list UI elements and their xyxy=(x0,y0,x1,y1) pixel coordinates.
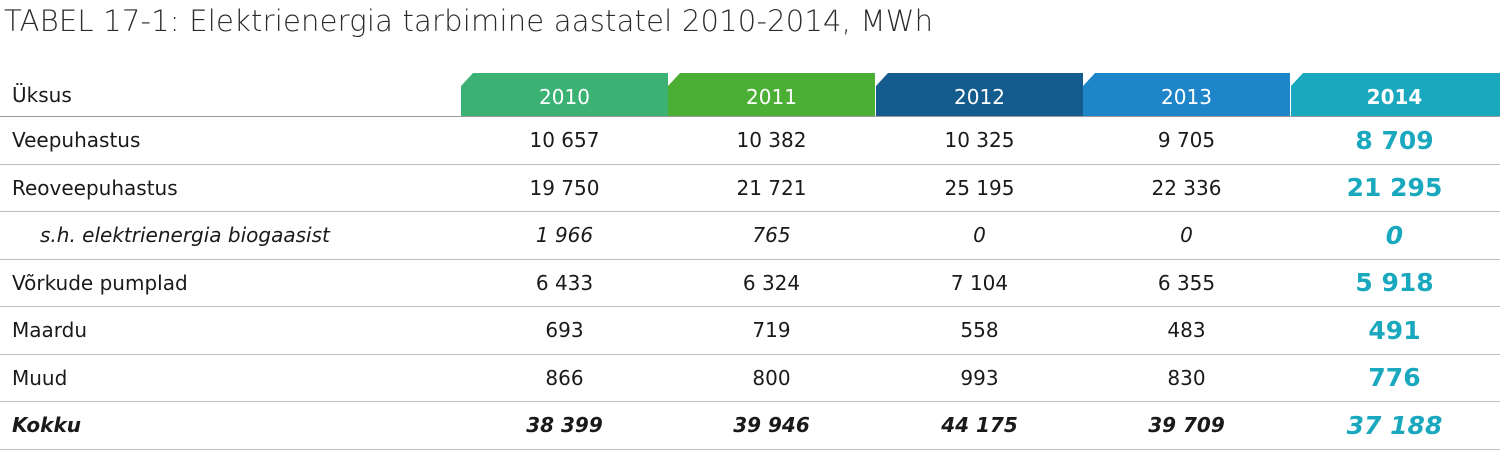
value-cell: 693 xyxy=(545,318,584,343)
year-header-2010: 2010 xyxy=(461,73,668,116)
value-cell-highlight: 5 918 xyxy=(1355,268,1434,298)
year-label: 2012 xyxy=(954,84,1005,109)
value-cell: 39 709 xyxy=(1148,413,1225,438)
table-row-maardu: Maardu 693 719 558 483 491 xyxy=(0,307,1500,355)
value-cell: 0 xyxy=(1180,223,1193,248)
table-row-kokku: Kokku 38 399 39 946 44 175 39 709 37 188 xyxy=(0,402,1500,450)
row-label-total: Kokku xyxy=(12,413,81,438)
year-label: 2011 xyxy=(746,84,797,109)
value-cell-highlight: 491 xyxy=(1368,315,1421,345)
year-header-2012: 2012 xyxy=(876,73,1083,116)
value-cell: 22 336 xyxy=(1151,175,1222,200)
value-cell: 10 657 xyxy=(529,128,600,153)
table-row-veepuhastus: Veepuhastus 10 657 10 382 10 325 9 705 8… xyxy=(0,117,1500,165)
table-row-biogaas: s.h. elektrienergia biogaasist 1 966 765… xyxy=(0,212,1500,260)
value-cell: 19 750 xyxy=(529,175,600,200)
value-cell: 39 946 xyxy=(733,413,810,438)
value-cell: 10 325 xyxy=(944,128,1015,153)
page-title: TABEL 17-1: Elektrienergia tarbimine aas… xyxy=(4,4,934,38)
year-header-tab-shape xyxy=(461,73,668,116)
row-label-sub: s.h. elektrienergia biogaasist xyxy=(40,223,330,248)
value-cell: 866 xyxy=(545,365,584,390)
value-cell: 6 355 xyxy=(1157,270,1216,295)
table-header-row: Üksus 2010 2011 2012 2013 2014 xyxy=(0,73,1500,117)
year-label: 2010 xyxy=(539,84,590,109)
value-cell: 9 705 xyxy=(1157,128,1216,153)
value-cell: 7 104 xyxy=(950,270,1009,295)
value-cell: 800 xyxy=(752,365,791,390)
value-cell: 44 175 xyxy=(941,413,1018,438)
year-header-2013: 2013 xyxy=(1083,73,1290,116)
value-cell: 0 xyxy=(973,223,986,248)
row-label: Võrkude pumplad xyxy=(12,270,188,295)
year-label: 2014 xyxy=(1366,84,1423,109)
row-label: Maardu xyxy=(12,318,88,343)
value-cell-highlight: 21 295 xyxy=(1346,173,1443,203)
value-cell: 1 966 xyxy=(535,223,594,248)
year-header-tab-shape xyxy=(1083,73,1290,116)
value-cell: 483 xyxy=(1167,318,1206,343)
value-cell: 21 721 xyxy=(736,175,807,200)
row-label: Veepuhastus xyxy=(12,128,141,153)
year-header-tab-shape xyxy=(668,73,875,116)
year-header-2011: 2011 xyxy=(668,73,875,116)
value-cell-highlight: 37 188 xyxy=(1346,410,1443,440)
value-cell: 10 382 xyxy=(736,128,807,153)
header-label-uksus: Üksus xyxy=(12,82,72,107)
value-cell: 830 xyxy=(1167,365,1206,390)
table-row-reoveepuhastus: Reoveepuhastus 19 750 21 721 25 195 22 3… xyxy=(0,165,1500,212)
row-label: Muud xyxy=(12,365,68,390)
year-label: 2013 xyxy=(1161,84,1212,109)
value-cell: 719 xyxy=(752,318,791,343)
row-label: Reoveepuhastus xyxy=(12,175,178,200)
data-table: Üksus 2010 2011 2012 2013 2014 Veepuhast… xyxy=(0,73,1500,450)
value-cell-highlight: 0 xyxy=(1385,220,1404,250)
value-cell: 6 433 xyxy=(535,270,594,295)
value-cell: 765 xyxy=(752,223,791,248)
value-cell: 558 xyxy=(960,318,999,343)
table-row-vorkude-pumplad: Võrkude pumplad 6 433 6 324 7 104 6 355 … xyxy=(0,260,1500,307)
year-header-2014: 2014 xyxy=(1291,73,1500,116)
value-cell-highlight: 776 xyxy=(1368,363,1421,393)
value-cell: 6 324 xyxy=(742,270,801,295)
year-header-tab-shape xyxy=(876,73,1083,116)
value-cell: 993 xyxy=(960,365,999,390)
table-row-muud: Muud 866 800 993 830 776 xyxy=(0,355,1500,402)
value-cell: 38 399 xyxy=(526,413,603,438)
value-cell: 25 195 xyxy=(944,175,1015,200)
value-cell-highlight: 8 709 xyxy=(1355,125,1434,155)
year-header-tab-shape xyxy=(1291,73,1500,116)
